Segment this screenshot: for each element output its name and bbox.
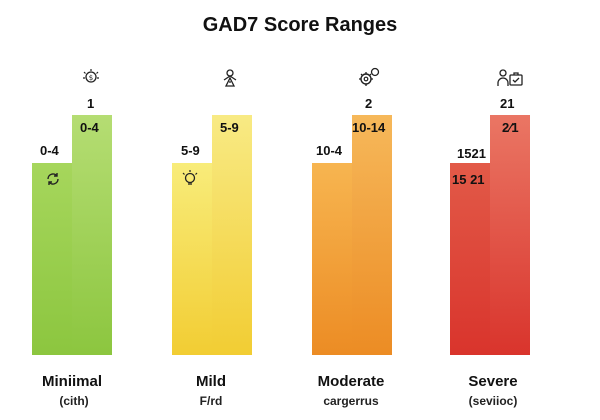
label-low-severe: 1521 [457, 146, 486, 161]
bar-low-severe [450, 163, 490, 355]
bar-high-moderate [352, 115, 392, 355]
person-briefcase-icon [497, 69, 523, 86]
gears-icon [359, 67, 380, 86]
bar-high-severe [490, 115, 530, 355]
money-bulb-icon: $ [83, 69, 99, 83]
label-top-minimal: 1 [87, 96, 95, 111]
label-high-minimal: 0-4 [80, 120, 99, 135]
category-sub-moderate: cargerrus [323, 394, 379, 408]
label-low-minimal: 0-4 [40, 143, 59, 158]
bulb-icon [182, 170, 198, 185]
category-sub-severe: (seviioc) [468, 394, 518, 408]
bar-low-moderate [312, 163, 352, 355]
label-high-severe: 2⁄1 [502, 120, 519, 135]
category-sub-mild: F/rd [199, 394, 223, 408]
category-name-mild: Mild [196, 373, 226, 390]
refresh-icon [47, 173, 59, 185]
label-low-mild: 5-9 [181, 143, 200, 158]
label-top-severe: 21 [500, 96, 515, 111]
bar-low-mild [172, 163, 212, 355]
category-sub-minimal: (cith) [59, 394, 89, 408]
bar-low-minimal [32, 163, 72, 355]
svg-text:$: $ [89, 74, 93, 82]
label-inner-low-severe: 15 21 [452, 172, 485, 187]
category-name-moderate: Moderate [317, 373, 385, 390]
chart-title: GAD7 Score Ranges [202, 14, 398, 36]
category-name-minimal: Miniimal [41, 373, 103, 390]
label-top-moderate: 2 [365, 96, 373, 111]
person-alert-icon [223, 69, 237, 87]
category-name-severe: Severe [468, 373, 518, 390]
bar-high-mild [212, 115, 252, 355]
bar-high-minimal [72, 115, 112, 355]
label-high-mild: 5-9 [220, 120, 239, 135]
label-high-moderate: 10-14 [352, 120, 386, 135]
label-low-moderate: 10-4 [316, 143, 343, 158]
